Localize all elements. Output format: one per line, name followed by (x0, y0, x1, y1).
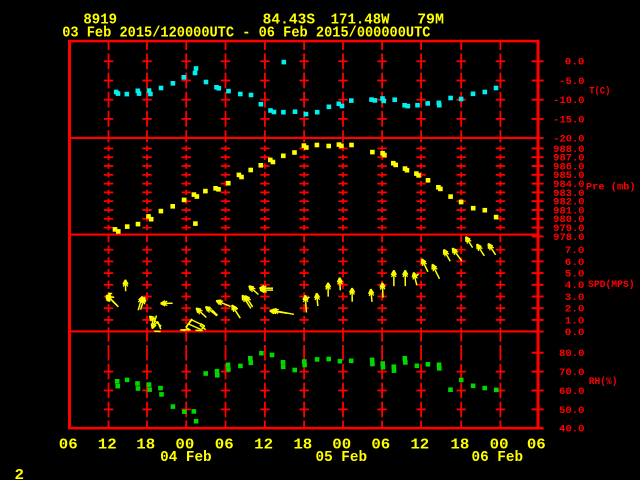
svg-text:00: 00 (490, 438, 509, 454)
svg-text:8919: 8919 (83, 13, 117, 29)
svg-text:12: 12 (254, 438, 273, 454)
svg-text:2: 2 (15, 468, 25, 480)
svg-text:RH(%): RH(%) (589, 376, 618, 388)
svg-text:70.0: 70.0 (559, 367, 585, 379)
svg-text:04 Feb: 04 Feb (160, 450, 212, 466)
svg-text:06: 06 (527, 438, 546, 454)
svg-text:-5.0: -5.0 (559, 76, 585, 88)
svg-text:T(C): T(C) (589, 85, 610, 97)
svg-text:7.0: 7.0 (565, 245, 585, 257)
svg-text:6.0: 6.0 (565, 257, 585, 269)
svg-text:12: 12 (98, 438, 117, 454)
svg-text:40.0: 40.0 (559, 424, 585, 436)
svg-text:50.0: 50.0 (559, 405, 585, 417)
svg-text:18: 18 (450, 438, 469, 454)
svg-text:980.0: 980.0 (553, 214, 584, 226)
svg-text:2.0: 2.0 (565, 304, 585, 316)
svg-text:981.0: 981.0 (553, 205, 584, 217)
svg-text:79M: 79M (417, 13, 444, 29)
svg-text:00: 00 (175, 438, 194, 454)
svg-text:Pre (mb): Pre (mb) (586, 181, 636, 193)
svg-text:12: 12 (410, 438, 429, 454)
svg-text:06: 06 (371, 438, 390, 454)
svg-text:80.0: 80.0 (559, 348, 585, 360)
svg-text:18: 18 (136, 438, 155, 454)
svg-text:-20.0: -20.0 (553, 134, 584, 146)
svg-text:4.0: 4.0 (565, 280, 585, 292)
svg-text:03 Feb 2015/120000UTC - 06 Feb: 03 Feb 2015/120000UTC - 06 Feb 2015/0000… (62, 26, 431, 42)
svg-text:0.0: 0.0 (565, 57, 585, 69)
svg-text:984.0: 984.0 (553, 179, 584, 191)
svg-text:3.0: 3.0 (565, 292, 585, 304)
svg-text:988.0: 988.0 (553, 144, 584, 156)
svg-text:18: 18 (293, 438, 312, 454)
svg-text:06: 06 (215, 438, 234, 454)
svg-text:982.0: 982.0 (553, 197, 584, 209)
svg-text:60.0: 60.0 (559, 386, 585, 398)
svg-text:983.0: 983.0 (553, 188, 584, 200)
svg-text:-10.0: -10.0 (553, 95, 584, 107)
svg-text:SPD(MPS): SPD(MPS) (588, 279, 635, 291)
svg-text:06: 06 (59, 438, 78, 454)
svg-text:1.0: 1.0 (565, 315, 585, 327)
svg-text:00: 00 (332, 438, 351, 454)
svg-text:5.0: 5.0 (565, 269, 585, 281)
svg-text:171.48W: 171.48W (331, 13, 390, 29)
svg-text:987.0: 987.0 (553, 153, 584, 165)
svg-text:0.0: 0.0 (565, 327, 585, 339)
svg-text:05 Feb: 05 Feb (316, 450, 368, 466)
svg-text:978.0: 978.0 (553, 232, 584, 244)
svg-text:985.0: 985.0 (553, 170, 584, 182)
svg-text:06 Feb: 06 Feb (472, 450, 524, 466)
svg-text:986.0: 986.0 (553, 161, 584, 173)
svg-text:84.43S: 84.43S (263, 13, 316, 29)
svg-text:-15.0: -15.0 (553, 114, 584, 126)
svg-text:979.0: 979.0 (553, 223, 584, 235)
